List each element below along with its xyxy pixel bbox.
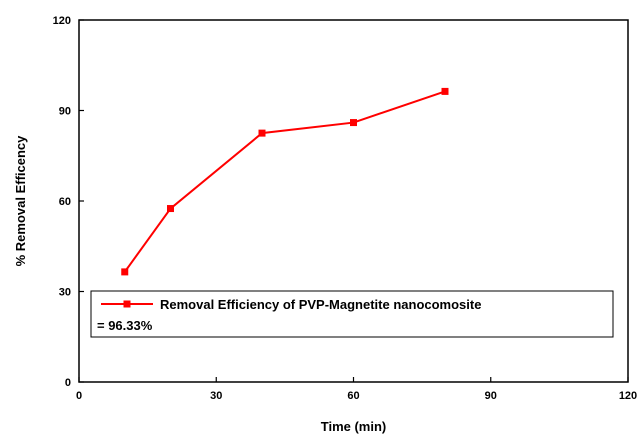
x-tick-label: 0 xyxy=(76,390,82,402)
y-tick-label: 30 xyxy=(59,287,71,299)
series-line xyxy=(123,90,446,273)
x-tick-label: 120 xyxy=(619,390,637,402)
y-axis-ticks: 0 30 60 90 120 xyxy=(53,15,84,389)
data-point-marker xyxy=(258,129,266,137)
data-point-marker xyxy=(441,87,449,95)
x-axis-ticks: 0 30 60 90 120 xyxy=(76,377,637,402)
x-tick-label: 90 xyxy=(485,390,497,402)
data-point-marker xyxy=(167,205,174,213)
series-layer xyxy=(121,87,449,276)
x-axis-title: Time (min) xyxy=(321,419,387,434)
legend-marker-swatch xyxy=(123,300,131,308)
data-point-marker xyxy=(350,119,357,127)
legend-value-label: = 96.33% xyxy=(97,318,153,333)
data-point-marker xyxy=(121,268,129,276)
y-tick-label: 120 xyxy=(53,15,71,27)
y-axis-title: % Removal Efficency xyxy=(13,135,28,267)
legend-box xyxy=(90,290,614,338)
y-tick-label: 90 xyxy=(59,106,71,118)
x-tick-label: 30 xyxy=(210,390,222,402)
y-tick-label: 60 xyxy=(59,196,71,208)
y-tick-label: 0 xyxy=(65,377,71,389)
x-tick-label: 60 xyxy=(347,390,359,402)
legend-series-label: Removal Efficiency of PVP-Magnetite nano… xyxy=(160,297,481,312)
legend: Removal Efficiency of PVP-Magnetite nano… xyxy=(90,290,614,338)
